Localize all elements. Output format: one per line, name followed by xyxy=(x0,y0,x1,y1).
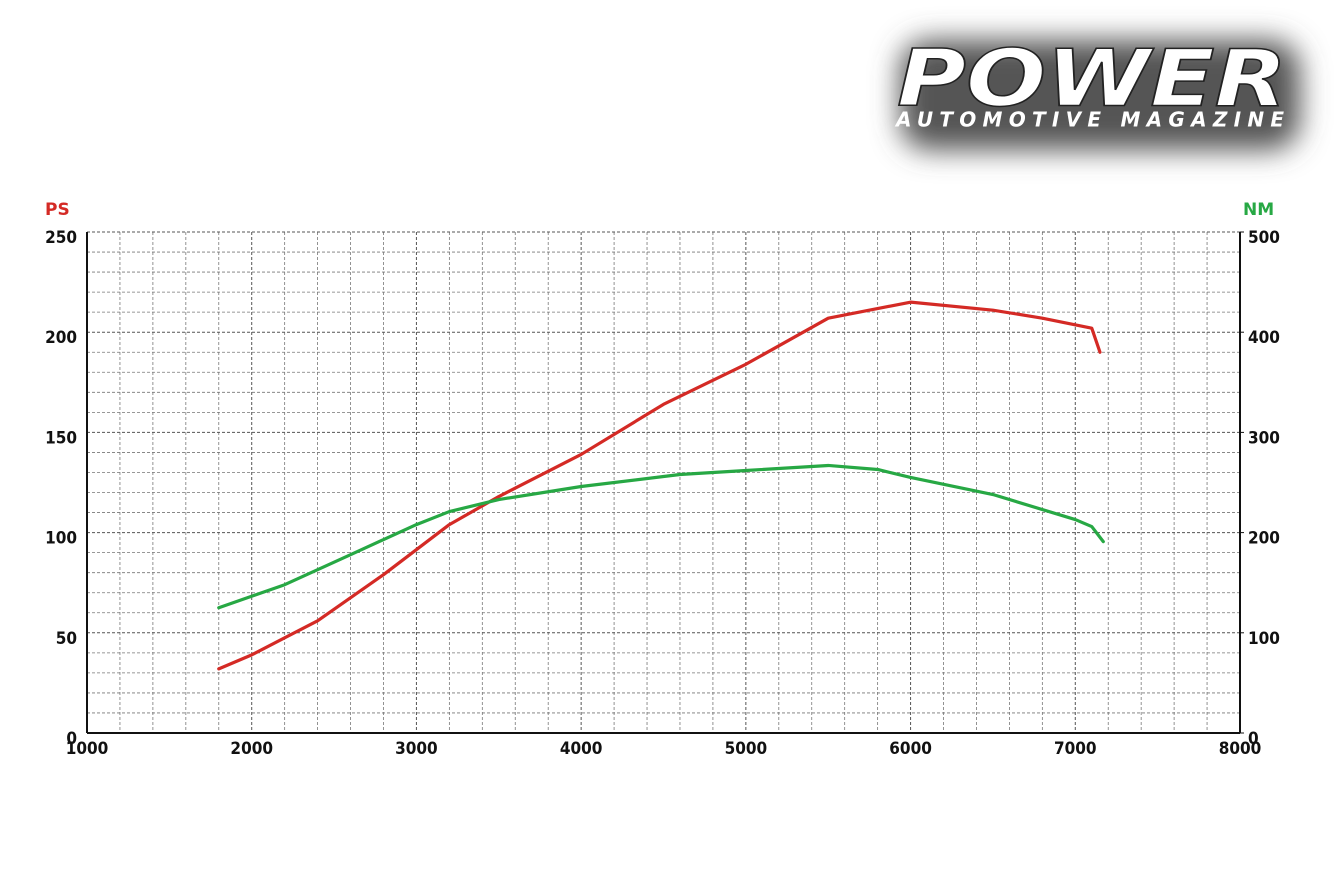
y2-tick-label: 200 xyxy=(1248,529,1280,549)
line xyxy=(217,463,1105,610)
y2-tick-label: 300 xyxy=(1248,428,1280,448)
x-tick-label: 1000 xyxy=(66,739,109,759)
logo-shadow xyxy=(900,40,1300,150)
y2-tick-label: 0 xyxy=(1248,729,1259,749)
y2-tick-label: 100 xyxy=(1248,629,1280,649)
line xyxy=(217,300,1102,671)
logo: POWER AUTOMOTIVE MAGAZINE xyxy=(894,34,1300,150)
x-tick-label: 2000 xyxy=(230,739,273,759)
y-tick-label: 0 xyxy=(66,729,77,749)
y-tick-label: 250 xyxy=(45,228,77,248)
y2-tick-label: 400 xyxy=(1248,328,1280,348)
y-tick-label: 200 xyxy=(45,328,77,348)
x-tick-label: 5000 xyxy=(725,739,768,759)
y-tick-label: 150 xyxy=(45,428,77,448)
logo-subtitle: AUTOMOTIVE MAGAZINE xyxy=(894,108,1284,132)
x-tick-label: 3000 xyxy=(395,739,438,759)
x-tick-label: 7000 xyxy=(1054,739,1097,759)
y-tick-label: 100 xyxy=(45,529,77,549)
x-tick-label: 8000 xyxy=(1219,739,1262,759)
x-tick-label: 6000 xyxy=(889,739,932,759)
y-axis-label: PS xyxy=(45,200,70,220)
y2-axis-label: NM xyxy=(1243,200,1274,220)
logo-title: POWER xyxy=(897,34,1287,124)
x-tick-label: 4000 xyxy=(560,739,603,759)
y-tick-label: 50 xyxy=(56,629,77,649)
y2-tick-label: 500 xyxy=(1248,228,1280,248)
